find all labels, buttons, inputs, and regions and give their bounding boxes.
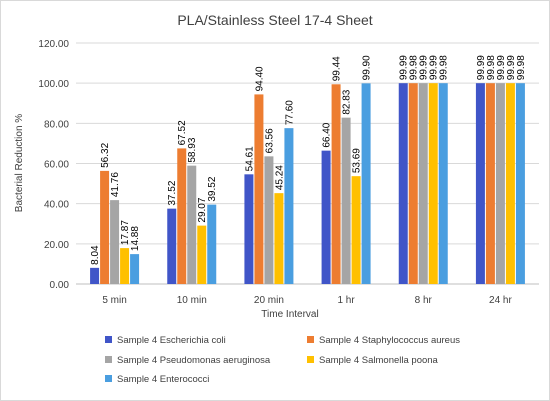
legend-label: Sample 4 Pseudomonas aeruginosa (117, 355, 271, 366)
data-label: 99.99 (429, 55, 440, 80)
x-axis-label: Time Interval (261, 309, 318, 320)
data-label: 45.24 (274, 165, 285, 190)
x-tick-label: 8 hr (415, 295, 433, 306)
x-tick-label: 20 min (254, 295, 284, 306)
x-tick-label: 1 hr (337, 295, 355, 306)
bar (398, 83, 408, 284)
bar (130, 254, 140, 284)
bar (331, 84, 341, 284)
bar (254, 94, 264, 284)
bar (284, 128, 294, 284)
x-tick-label: 10 min (177, 295, 207, 306)
bar (341, 117, 351, 284)
y-axis-ticks: 0.00 20.00 40.00 60.00 80.00 100.00 120.00 (38, 39, 69, 291)
data-label: 99.99 (496, 55, 507, 80)
data-label: 77.60 (284, 100, 295, 125)
data-label: 99.98 (516, 55, 527, 80)
legend-swatch (307, 356, 314, 363)
data-label: 54.61 (244, 146, 255, 171)
bar (100, 170, 110, 284)
bar (167, 208, 177, 284)
bar (274, 193, 284, 284)
bar (197, 225, 207, 284)
data-label: 41.76 (110, 172, 121, 197)
bar (264, 156, 274, 284)
legend: Sample 4 Escherichia coli Sample 4 Staphy… (105, 335, 460, 385)
bar (495, 83, 505, 284)
bar (187, 165, 197, 284)
bar (408, 83, 418, 284)
y-axis-label: Bacterial Reduction % (14, 114, 25, 212)
data-label: 82.83 (342, 89, 353, 114)
legend-swatch (105, 375, 112, 382)
bar (515, 83, 525, 284)
chart-title: PLA/Stainless Steel 17-4 Sheet (177, 12, 372, 28)
legend-label: Sample 4 Escherichia coli (117, 335, 226, 346)
data-label: 17.87 (120, 220, 131, 245)
y-tick-label: 80.00 (44, 119, 69, 130)
data-label: 99.99 (419, 55, 430, 80)
legend-swatch (105, 356, 112, 363)
data-label: 56.32 (100, 142, 111, 167)
bar (120, 248, 130, 284)
data-label: 29.07 (197, 197, 208, 222)
data-label: 67.52 (177, 120, 188, 145)
data-label: 66.40 (322, 122, 333, 147)
y-tick-label: 40.00 (44, 200, 69, 211)
bar (177, 148, 187, 284)
data-label: 99.44 (332, 56, 343, 81)
data-label: 99.99 (506, 55, 517, 80)
bar (505, 83, 515, 284)
bar (110, 200, 120, 284)
legend-label: Sample 4 Salmonella poona (319, 355, 439, 366)
data-label: 58.93 (187, 137, 198, 162)
legend-swatch (307, 336, 314, 343)
bar (418, 83, 428, 284)
data-label: 99.98 (409, 55, 420, 80)
data-label: 37.52 (167, 180, 178, 205)
data-label: 99.99 (476, 55, 487, 80)
bar (475, 83, 485, 284)
bar (438, 83, 448, 284)
y-tick-label: 0.00 (50, 280, 70, 291)
data-label: 99.98 (486, 55, 497, 80)
data-label: 8.04 (90, 245, 101, 265)
bar (485, 83, 495, 284)
y-tick-label: 60.00 (44, 160, 69, 171)
data-label: 99.99 (399, 55, 410, 80)
legend-label: Sample 4 Enterococci (117, 374, 209, 385)
data-label: 14.88 (130, 226, 141, 251)
data-label: 99.90 (362, 55, 373, 80)
bars (90, 83, 525, 285)
bar (361, 83, 371, 285)
bar (428, 83, 438, 284)
y-tick-label: 100.00 (38, 79, 69, 90)
data-label: 53.69 (352, 148, 363, 173)
data-label: 99.98 (439, 55, 450, 80)
data-label: 39.52 (207, 176, 218, 201)
x-axis-ticks: 5 min 10 min 20 min 1 hr 8 hr 24 hr (102, 295, 512, 306)
bar (207, 204, 217, 284)
x-tick-label: 5 min (102, 295, 126, 306)
legend-swatch (105, 336, 112, 343)
y-tick-label: 120.00 (38, 39, 69, 50)
data-label: 94.40 (254, 66, 265, 91)
y-tick-label: 20.00 (44, 240, 69, 251)
data-label: 63.56 (264, 128, 275, 153)
bar (351, 176, 361, 284)
bar (321, 150, 331, 284)
x-tick-label: 24 hr (489, 295, 512, 306)
legend-label: Sample 4 Staphylococcus aureus (319, 335, 460, 346)
bar (90, 267, 100, 284)
bar (244, 174, 254, 284)
gridlines (76, 42, 539, 285)
